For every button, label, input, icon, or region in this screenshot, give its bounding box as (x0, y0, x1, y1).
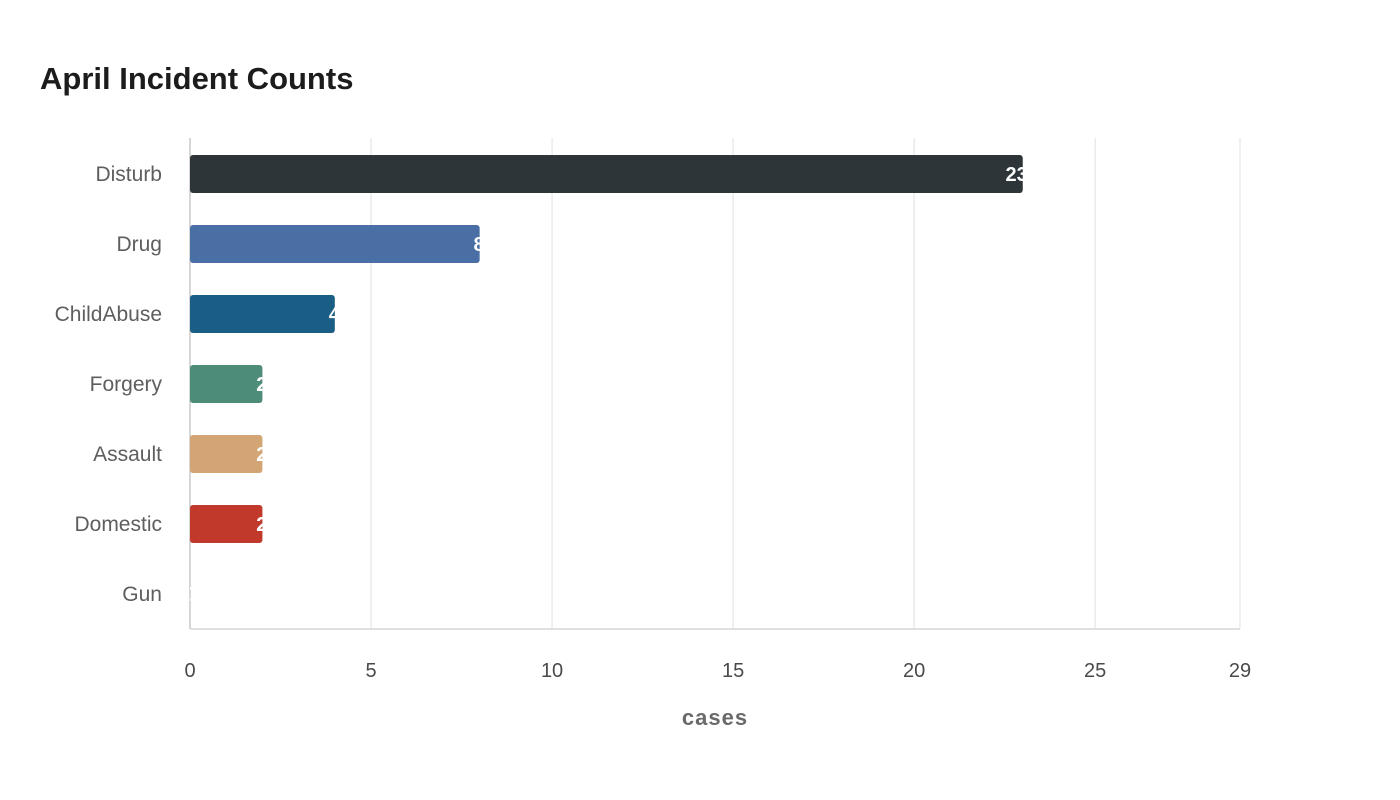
x-tick-label: 15 (722, 660, 744, 682)
data-label: 2 (256, 514, 267, 536)
data-label: 2 (256, 374, 267, 396)
category-label: Drug (116, 233, 162, 256)
data-label: 8 (474, 234, 485, 256)
category-label: Assault (93, 443, 162, 466)
bar (190, 155, 1023, 193)
data-label: 23 (1006, 164, 1028, 186)
gridlines (370, 138, 1241, 629)
bar (190, 295, 335, 333)
category-label: Disturb (95, 163, 162, 186)
axes (189, 138, 1240, 630)
x-tick-labels: 0 5 10 15 20 25 29 (184, 660, 1251, 682)
bar (190, 365, 263, 403)
x-tick-label: 5 (365, 660, 376, 682)
x-tick-label: 10 (541, 660, 563, 682)
chart-title: April Incident Counts (40, 61, 354, 96)
category-label: ChildAbuse (55, 303, 162, 326)
bar (190, 225, 480, 263)
category-label: Gun (122, 583, 162, 606)
x-axis-title: cases (682, 705, 748, 730)
data-labels: 23 8 4 2 2 2 0 (184, 164, 1028, 606)
data-label: 2 (256, 444, 267, 466)
x-tick-label: 29 (1229, 660, 1251, 682)
x-tick-label: 0 (184, 660, 195, 682)
category-label: Forgery (90, 373, 163, 396)
x-tick-label: 20 (903, 660, 925, 682)
bars (190, 155, 1023, 543)
x-tick-label: 25 (1084, 660, 1106, 682)
bar (190, 435, 263, 473)
bar (190, 505, 263, 543)
data-label: 4 (329, 304, 341, 326)
data-label: 0 (184, 584, 195, 606)
category-labels: Disturb Drug ChildAbuse Forgery Assault Domes… (55, 163, 163, 606)
category-label: Domestic (74, 513, 162, 536)
